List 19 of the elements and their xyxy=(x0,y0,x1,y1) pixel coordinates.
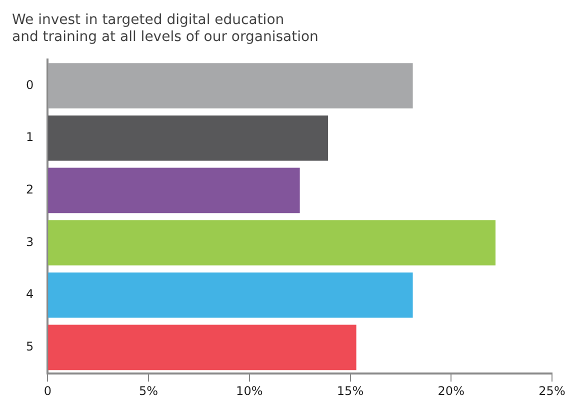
bar xyxy=(48,324,356,370)
y-tick-label: 3 xyxy=(26,234,34,249)
bar xyxy=(48,220,496,266)
x-tick-label: 5% xyxy=(138,384,158,398)
y-tick-label: 0 xyxy=(26,78,34,92)
y-tick-label: 4 xyxy=(26,287,34,302)
x-tick-label: 15% xyxy=(336,384,364,398)
y-tick-label: 2 xyxy=(26,182,34,197)
chart-title: We invest in targeted digital education and training at all levels of our organisation xyxy=(12,12,318,45)
x-tick-label: 20% xyxy=(438,384,464,398)
x-tick-label: 25% xyxy=(538,384,566,398)
x-tick-label: 10% xyxy=(236,384,263,398)
bar xyxy=(48,63,413,108)
bar xyxy=(48,272,413,318)
bar xyxy=(48,168,300,214)
y-tick-label: 1 xyxy=(26,130,34,144)
x-tick-label: 0 xyxy=(44,384,52,398)
bar xyxy=(48,115,328,161)
y-tick-label: 5 xyxy=(26,340,34,354)
